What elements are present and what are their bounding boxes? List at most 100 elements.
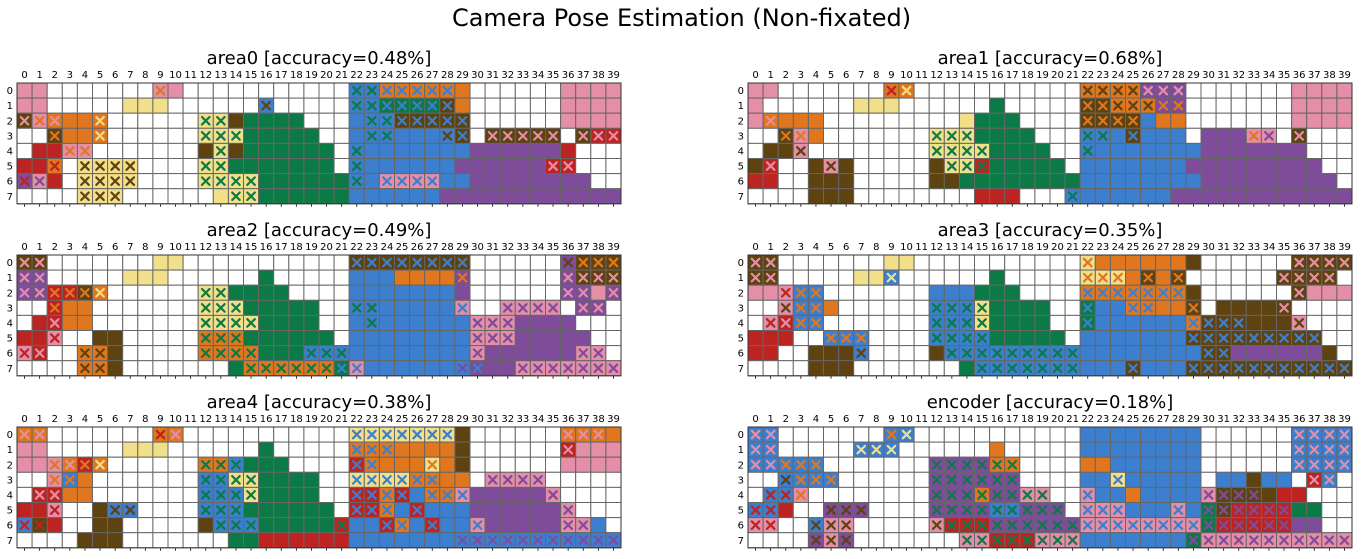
y-tick-label: 3 <box>738 303 744 314</box>
heatmap-cell <box>958 254 976 271</box>
heatmap-cell <box>1321 502 1338 519</box>
heatmap-cell <box>898 345 915 362</box>
heatmap-cell <box>1049 127 1066 144</box>
heatmap-cell <box>1094 188 1111 205</box>
heatmap-cell <box>823 360 840 377</box>
heatmap-cell <box>197 360 214 377</box>
misclassified-x-mark <box>1309 257 1320 268</box>
heatmap-cell <box>1034 314 1051 331</box>
heatmap-cell <box>92 82 109 99</box>
misclassified-x-mark <box>200 505 211 515</box>
misclassified-x-mark <box>351 490 362 500</box>
x-tick-label: 22 <box>1081 414 1094 425</box>
heatmap-cell <box>928 532 945 549</box>
heatmap-cell <box>605 97 622 114</box>
heatmap-cell <box>1170 456 1187 473</box>
misclassified-x-mark <box>49 490 60 500</box>
heatmap-cell <box>1230 441 1247 458</box>
heatmap-cell <box>167 97 184 114</box>
heatmap-cell <box>1034 426 1051 443</box>
misclassified-x-mark <box>1037 348 1048 358</box>
heatmap-cell <box>1245 284 1262 301</box>
heatmap-cell <box>288 502 305 519</box>
misclassified-x-mark <box>765 459 776 470</box>
misclassified-x-mark <box>231 333 241 343</box>
misclassified-x-mark <box>80 191 90 202</box>
x-tick-label: 33 <box>1247 242 1260 253</box>
heatmap-cell <box>409 142 426 159</box>
misclassified-x-mark <box>487 535 498 546</box>
heatmap-cell <box>898 471 915 488</box>
x-tick-label: 15 <box>245 242 258 253</box>
heatmap-cell <box>288 345 305 362</box>
misclassified-x-mark <box>95 131 105 141</box>
heatmap-cell <box>1125 269 1142 286</box>
x-tick-label: 32 <box>1232 70 1245 81</box>
misclassified-x-mark <box>125 161 136 171</box>
misclassified-x-mark <box>563 444 573 455</box>
misclassified-x-mark <box>49 131 60 141</box>
heatmap-cell <box>560 345 577 362</box>
heatmap-cell <box>545 82 562 99</box>
heatmap-cell <box>76 532 94 549</box>
heatmap-cell <box>560 82 577 99</box>
x-tick-label: 15 <box>976 70 989 81</box>
misclassified-x-mark <box>1098 131 1108 141</box>
heatmap-cell <box>747 97 764 114</box>
heatmap-cell <box>303 330 320 347</box>
x-tick-label: 2 <box>783 70 789 81</box>
heatmap-cell <box>152 517 169 534</box>
heatmap-cell <box>227 97 244 114</box>
heatmap-cell <box>137 188 154 205</box>
misclassified-x-mark <box>231 475 241 485</box>
heatmap-cell <box>1109 254 1127 271</box>
heatmap-cell <box>318 299 335 316</box>
misclassified-x-mark <box>608 287 619 298</box>
heatmap-cell <box>273 345 290 362</box>
y-tick-label: 3 <box>7 131 13 142</box>
heatmap-cell <box>1336 82 1353 99</box>
heatmap-cell <box>928 254 945 271</box>
heatmap-cell <box>61 330 78 347</box>
heatmap-cell <box>605 456 622 473</box>
heatmap-cell <box>605 158 622 175</box>
y-tick-label: 2 <box>7 288 13 299</box>
x-tick-label: 19 <box>305 70 318 81</box>
misclassified-x-mark <box>548 303 558 313</box>
x-tick-label: 15 <box>245 70 258 81</box>
misclassified-x-mark <box>977 490 987 500</box>
heatmap-cell <box>1140 345 1157 362</box>
x-tick-label: 5 <box>828 70 834 81</box>
heatmap-cell <box>823 173 840 190</box>
x-tick-label: 38 <box>592 242 605 253</box>
x-tick-label: 4 <box>82 70 88 81</box>
x-tick-label: 24 <box>381 242 394 253</box>
heatmap-cell <box>1170 314 1187 331</box>
heatmap-cell <box>1291 486 1308 503</box>
heatmap-cell <box>61 254 78 271</box>
misclassified-x-mark <box>1249 535 1259 546</box>
heatmap-cell <box>46 97 63 114</box>
heatmap-cell <box>243 426 260 443</box>
heatmap-cell <box>394 360 411 377</box>
heatmap-cell <box>61 299 78 316</box>
heatmap-cell <box>823 127 840 144</box>
heatmap-cell <box>1004 188 1021 205</box>
heatmap-cell <box>61 532 78 549</box>
heatmap-cell <box>958 360 976 377</box>
misclassified-x-mark <box>977 146 987 156</box>
misclassified-x-mark <box>502 475 513 485</box>
heatmap-cell <box>303 314 320 331</box>
heatmap-cell <box>394 142 411 159</box>
misclassified-x-mark <box>811 287 821 298</box>
heatmap-cell <box>243 127 260 144</box>
heatmap-cell <box>807 112 825 129</box>
x-tick-label: 39 <box>1338 242 1351 253</box>
misclassified-x-mark <box>216 115 226 126</box>
x-tick-label: 0 <box>21 70 27 81</box>
misclassified-x-mark <box>947 333 957 343</box>
heatmap-cell <box>1215 471 1232 488</box>
heatmap-cell <box>823 188 840 205</box>
heatmap-cell <box>762 330 779 347</box>
heatmap-cell <box>424 299 441 316</box>
